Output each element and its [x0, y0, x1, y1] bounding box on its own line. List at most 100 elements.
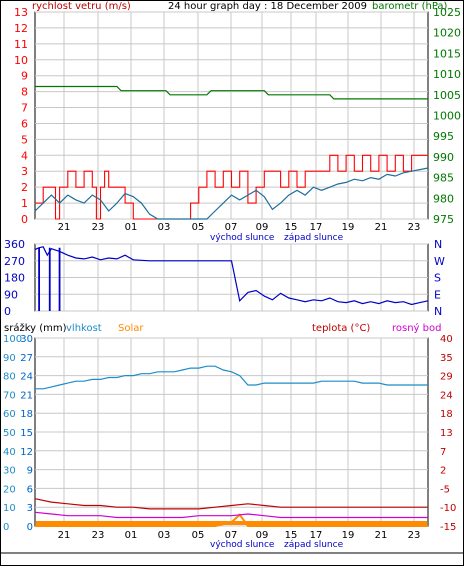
compass-tick-1: E — [434, 288, 441, 301]
wind-tick-4: 4 — [21, 149, 28, 162]
x-tick-bottom-11: 23 — [408, 530, 421, 541]
humidity-tick-5: 50 — [3, 428, 16, 439]
temp-tick-1: -10 — [440, 503, 456, 514]
x-tick-bottom-4: 05 — [192, 530, 205, 541]
wind-series-2 — [35, 85, 428, 100]
barometer-y-ticks: 975 980 985 990 995 1000 1005 1010 1015 1020 1025 — [433, 6, 461, 226]
x-tick-bottom-10: 21 — [375, 530, 388, 541]
x-tick-bottom-8: 17 — [310, 530, 323, 541]
precip-tick-3: 9 — [27, 466, 33, 477]
temp-x-ticks: 21 23 01 03 05 07 09 15 17 19 21 23 — [58, 530, 421, 541]
x-tick-bottom-7: 15 — [285, 530, 298, 541]
dewpoint-axis-title: rosný bod — [392, 322, 441, 334]
wind-x-ticks: 21 23 01 03 05 07 09 15 17 19 21 23 — [58, 222, 421, 233]
temp-tick-2: -5 — [440, 484, 450, 495]
precip-tick-6: 18 — [20, 409, 33, 420]
direction-series-layer — [34, 246, 429, 311]
wind-series-0 — [35, 154, 428, 220]
x-tick-top-9: 19 — [342, 222, 355, 233]
precip-tick-8: 24 — [20, 372, 33, 383]
humidity-tick-3: 30 — [3, 466, 16, 477]
humidity-tick-0: 0 — [3, 522, 9, 533]
x-tick-top-7: 15 — [285, 222, 298, 233]
compass-tick-3: W — [434, 255, 445, 268]
humidity-tick-2: 20 — [3, 484, 16, 495]
wind-series-1 — [34, 167, 429, 220]
x-tick-top-5: 07 — [225, 222, 238, 233]
wind-series-layer — [34, 85, 429, 220]
dir-tick-2: 180 — [4, 272, 25, 285]
direction-y-ticks: 0 90 180 270 360 — [4, 238, 25, 318]
sunrise-label: východ slunce — [210, 233, 275, 243]
wind-tick-11: 11 — [14, 38, 28, 51]
wind-tick-7: 7 — [21, 102, 28, 115]
temp-tick-3: 2 — [440, 466, 446, 477]
temp-tick-4: 7 — [440, 447, 446, 458]
humidity-axis-title: vlhkost — [66, 323, 102, 334]
temperature-series — [34, 498, 428, 510]
baro-tick-0: 975 — [433, 213, 454, 226]
compass-tick-0: N — [434, 305, 442, 318]
barometer-axis-title: barometr (hPa) — [372, 1, 448, 12]
precip-axis-title: srážky (mm) — [4, 322, 67, 334]
wind-tick-13: 13 — [14, 6, 28, 19]
wind-tick-2: 2 — [21, 181, 28, 194]
wind-tick-12: 12 — [14, 22, 28, 35]
temp-tick-7: 24 — [440, 390, 453, 401]
precip-tick-7: 21 — [20, 390, 33, 401]
baro-tick-7: 1010 — [433, 68, 461, 81]
x-tick-top-1: 23 — [92, 222, 105, 233]
precip-tick-9: 27 — [20, 353, 33, 364]
wind-tick-6: 6 — [21, 117, 28, 130]
precip-tick-10: 30 — [20, 334, 33, 345]
wind-axis-title: rychlost vetru (m/s) — [32, 1, 131, 12]
dewpoint-series — [34, 511, 428, 519]
x-tick-bottom-2: 01 — [125, 530, 138, 541]
wind-tick-3: 3 — [21, 165, 28, 178]
x-tick-bottom-1: 23 — [92, 530, 105, 541]
x-tick-bottom-3: 03 — [158, 530, 171, 541]
wind-tick-1: 1 — [21, 197, 28, 210]
x-tick-bottom-9: 19 — [342, 530, 355, 541]
temp-tick-6: 18 — [440, 409, 453, 420]
baro-tick-10: 1025 — [433, 6, 461, 19]
dir-tick-0: 0 — [4, 305, 11, 318]
wind-tick-5: 5 — [21, 133, 28, 146]
baro-tick-6: 1005 — [433, 89, 461, 102]
x-tick-top-6: 09 — [256, 222, 269, 233]
baro-tick-3: 990 — [433, 151, 454, 164]
dir-tick-4: 360 — [4, 238, 25, 251]
temperature-y-ticks: -15 -10 -5 2 7 13 18 24 29 35 40 — [440, 334, 456, 533]
x-tick-bottom-5: 07 — [225, 530, 238, 541]
humidity-tick-4: 40 — [3, 447, 16, 458]
x-tick-top-8: 17 — [310, 222, 323, 233]
baro-tick-8: 1015 — [433, 47, 461, 60]
precip-tick-4: 12 — [20, 447, 33, 458]
sunset-label-bottom: západ slunce — [284, 540, 344, 550]
x-tick-bottom-0: 21 — [58, 530, 71, 541]
x-tick-top-4: 05 — [192, 222, 205, 233]
x-tick-top-3: 03 — [158, 222, 171, 233]
temp-series-layer — [34, 365, 428, 527]
wind-tick-9: 9 — [21, 70, 28, 83]
sunset-label: západ slunce — [284, 233, 344, 243]
x-tick-top-2: 01 — [125, 222, 138, 233]
temperature-axis-title: teplota (°C) — [312, 323, 370, 334]
x-tick-bottom-6: 09 — [256, 530, 269, 541]
precip-tick-0: 0 — [27, 522, 33, 533]
wind-tick-10: 10 — [14, 54, 28, 67]
temp-tick-9: 35 — [440, 353, 453, 364]
x-tick-top-0: 21 — [58, 222, 71, 233]
baro-tick-4: 995 — [433, 130, 454, 143]
solar-series — [35, 513, 428, 527]
humidity-tick-10: 100 — [3, 334, 22, 345]
x-tick-top-10: 21 — [375, 222, 388, 233]
x-tick-top-11: 23 — [408, 222, 421, 233]
humidity-tick-7: 70 — [3, 390, 16, 401]
humidity-tick-6: 60 — [3, 409, 16, 420]
solar-axis-title: Solar — [118, 323, 144, 334]
